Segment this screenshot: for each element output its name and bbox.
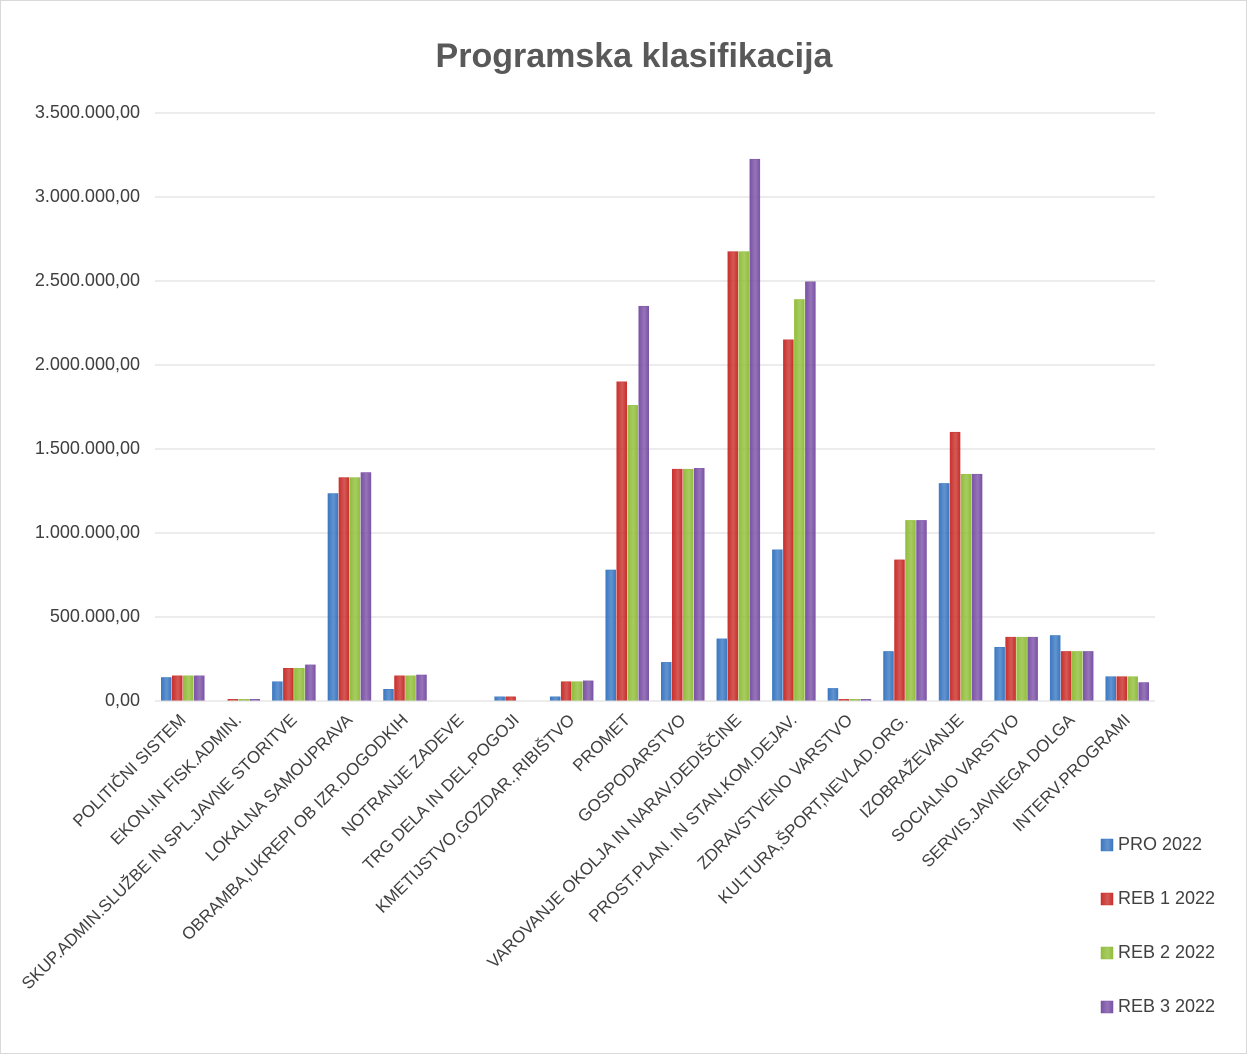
legend-swatch — [1101, 1001, 1113, 1013]
bar — [783, 340, 793, 701]
bar — [1028, 637, 1038, 701]
bar — [417, 675, 427, 701]
bar — [672, 469, 682, 701]
bar — [572, 682, 582, 701]
bar — [1061, 651, 1071, 701]
y-tick-label: 3.500.000,00 — [35, 102, 140, 122]
legend-label: REB 1 2022 — [1118, 888, 1215, 908]
bar — [1106, 677, 1116, 701]
bar — [328, 494, 338, 701]
bar — [1128, 677, 1138, 701]
y-tick-label: 3.000.000,00 — [35, 186, 140, 206]
bar — [606, 570, 616, 701]
legend-label: PRO 2022 — [1118, 834, 1202, 854]
legend-swatch — [1101, 947, 1113, 959]
bar — [750, 159, 760, 701]
bar — [384, 689, 394, 701]
bar — [1117, 677, 1127, 701]
bar — [683, 469, 693, 701]
bar — [305, 665, 315, 701]
bar — [1050, 635, 1060, 701]
bar — [694, 468, 704, 701]
bar — [194, 676, 204, 701]
bar — [1072, 651, 1082, 701]
bar — [1139, 683, 1149, 701]
y-tick-label: 0,00 — [105, 690, 140, 710]
bar — [950, 432, 960, 701]
bar — [339, 478, 349, 701]
bar — [561, 682, 571, 701]
bar — [495, 697, 505, 701]
bar — [884, 651, 894, 701]
bar — [917, 520, 927, 701]
legend-swatch — [1101, 839, 1113, 851]
bar — [1083, 651, 1093, 701]
y-tick-label: 2.500.000,00 — [35, 270, 140, 290]
bar — [628, 405, 638, 701]
bar — [805, 282, 815, 701]
bar — [272, 682, 282, 701]
bar — [939, 483, 949, 701]
bar — [294, 668, 304, 701]
legend-label: REB 2 2022 — [1118, 942, 1215, 962]
bar — [583, 681, 593, 701]
bar — [361, 473, 371, 701]
legend-swatch — [1101, 893, 1113, 905]
bar — [406, 676, 416, 701]
y-tick-label: 1.000.000,00 — [35, 522, 140, 542]
bar — [639, 306, 649, 701]
bar — [828, 688, 838, 701]
bar — [772, 550, 782, 701]
bar — [972, 474, 982, 701]
bar — [395, 676, 405, 701]
bar — [1006, 637, 1016, 701]
bar — [794, 299, 804, 701]
bar — [906, 520, 916, 701]
chart-title: Programska klasifikacija — [436, 37, 834, 75]
y-tick-label: 1.500.000,00 — [35, 438, 140, 458]
bar — [617, 382, 627, 701]
y-tick-label: 500.000,00 — [50, 606, 140, 626]
bar — [550, 697, 560, 701]
bar — [995, 647, 1005, 701]
y-tick-label: 2.000.000,00 — [35, 354, 140, 374]
bar — [506, 697, 516, 701]
bar — [283, 668, 293, 701]
bar — [161, 677, 171, 701]
bar — [895, 560, 905, 701]
bar — [717, 639, 727, 701]
bar — [350, 478, 360, 701]
bar — [961, 474, 971, 701]
bar — [172, 676, 182, 701]
bar — [1017, 637, 1027, 701]
bar — [183, 676, 193, 701]
bar — [661, 662, 671, 701]
bar — [739, 252, 749, 701]
legend-label: REB 3 2022 — [1118, 996, 1215, 1016]
bar — [728, 252, 738, 701]
